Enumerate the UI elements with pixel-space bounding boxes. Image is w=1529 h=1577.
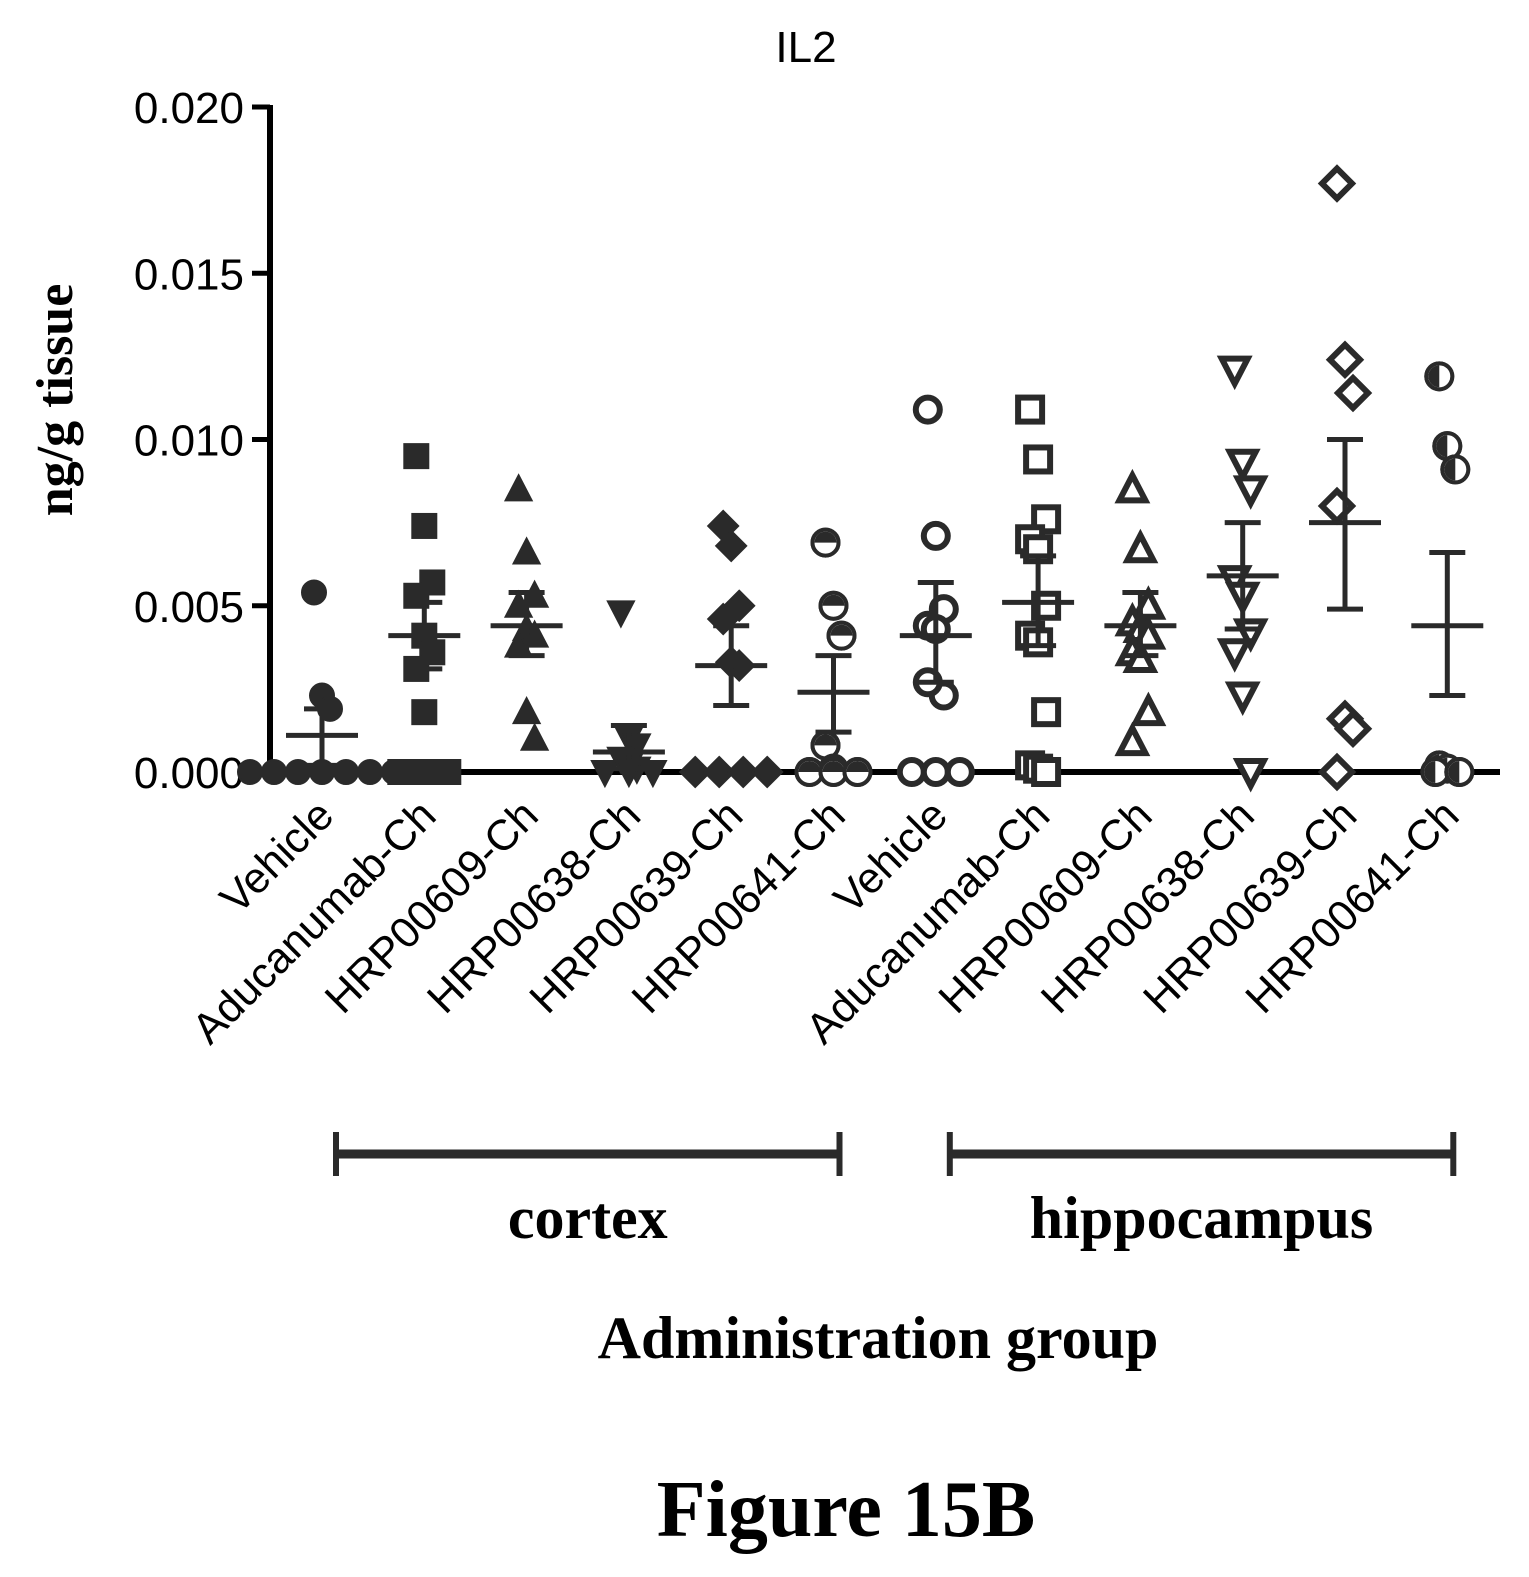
data-point	[1232, 475, 1269, 510]
data-point	[411, 759, 438, 785]
data-point	[1232, 758, 1269, 793]
data-point	[1440, 454, 1471, 485]
data-point	[920, 520, 951, 551]
data-point	[606, 600, 636, 629]
data-point	[1031, 757, 1062, 787]
data-point	[261, 759, 287, 785]
category-group	[1309, 164, 1381, 792]
category-group	[1206, 355, 1279, 793]
data-point	[826, 620, 857, 651]
category-group	[237, 579, 407, 785]
y-tick-label: 0.020	[134, 84, 244, 133]
data-point	[1114, 468, 1151, 504]
plot-area	[237, 164, 1484, 793]
y-axis-ticks: 0.000 0.005 0.010 0.015 0.020	[134, 84, 270, 798]
data-point	[411, 512, 438, 539]
region-label: cortex	[508, 1185, 668, 1251]
data-point	[301, 579, 327, 606]
data-point	[810, 527, 841, 558]
data-point	[1015, 394, 1046, 425]
data-point	[1333, 709, 1373, 749]
region-brackets: cortex hippocampus	[333, 1132, 1457, 1251]
data-point	[794, 757, 825, 787]
category-group	[794, 527, 873, 787]
category-group	[590, 600, 668, 789]
data-point	[1325, 340, 1365, 379]
data-point	[357, 759, 383, 785]
data-point	[435, 759, 462, 785]
y-tick-label: 0.015	[134, 250, 244, 299]
figure-caption: Figure 15B	[657, 1466, 1036, 1554]
data-point	[678, 755, 712, 789]
data-point	[511, 695, 542, 725]
category-group	[1104, 468, 1177, 757]
data-point	[237, 759, 263, 785]
data-point	[944, 757, 975, 787]
data-point	[511, 536, 542, 565]
data-point	[1224, 448, 1261, 484]
data-point	[1023, 444, 1054, 475]
x-axis-tick-labels: VehicleAducanumab-ChHRP00609-ChHRP00638-…	[183, 791, 1468, 1053]
y-tick-label: 0.010	[134, 417, 244, 466]
data-point	[1114, 721, 1151, 757]
data-point	[1031, 697, 1062, 728]
y-tick-label: 0.005	[134, 583, 244, 632]
data-point	[503, 473, 534, 502]
data-point	[714, 529, 748, 563]
data-point	[896, 757, 927, 787]
data-point	[912, 394, 943, 425]
data-point	[519, 722, 550, 751]
region-label: hippocampus	[1030, 1185, 1373, 1251]
y-tick-label: 0.000	[134, 749, 244, 798]
data-point	[726, 755, 760, 789]
category-group	[387, 443, 462, 785]
data-point	[1224, 681, 1261, 717]
data-point	[702, 755, 736, 789]
data-point	[1444, 757, 1475, 787]
data-point	[411, 699, 438, 726]
category-group	[1002, 394, 1075, 787]
data-point	[818, 590, 849, 621]
data-point	[403, 443, 430, 470]
data-point	[1317, 752, 1357, 792]
data-point	[387, 759, 414, 785]
data-point	[1216, 638, 1253, 673]
data-point	[1216, 355, 1253, 391]
data-point	[818, 757, 849, 787]
y-axis-label: ng/g tissue	[27, 284, 84, 517]
data-point	[750, 755, 784, 789]
data-point	[1317, 164, 1357, 203]
x-axis-label: Administration group	[598, 1305, 1159, 1371]
data-point	[1130, 691, 1167, 727]
chart-title: IL2	[775, 23, 836, 72]
data-point	[1122, 528, 1159, 564]
data-point	[419, 569, 446, 596]
data-point	[1333, 373, 1373, 413]
data-point	[1424, 361, 1455, 392]
data-point	[842, 757, 873, 787]
data-point	[920, 757, 951, 787]
category-group	[1411, 361, 1484, 787]
category-group	[678, 509, 784, 789]
category-group	[490, 473, 563, 751]
category-group	[896, 394, 975, 787]
